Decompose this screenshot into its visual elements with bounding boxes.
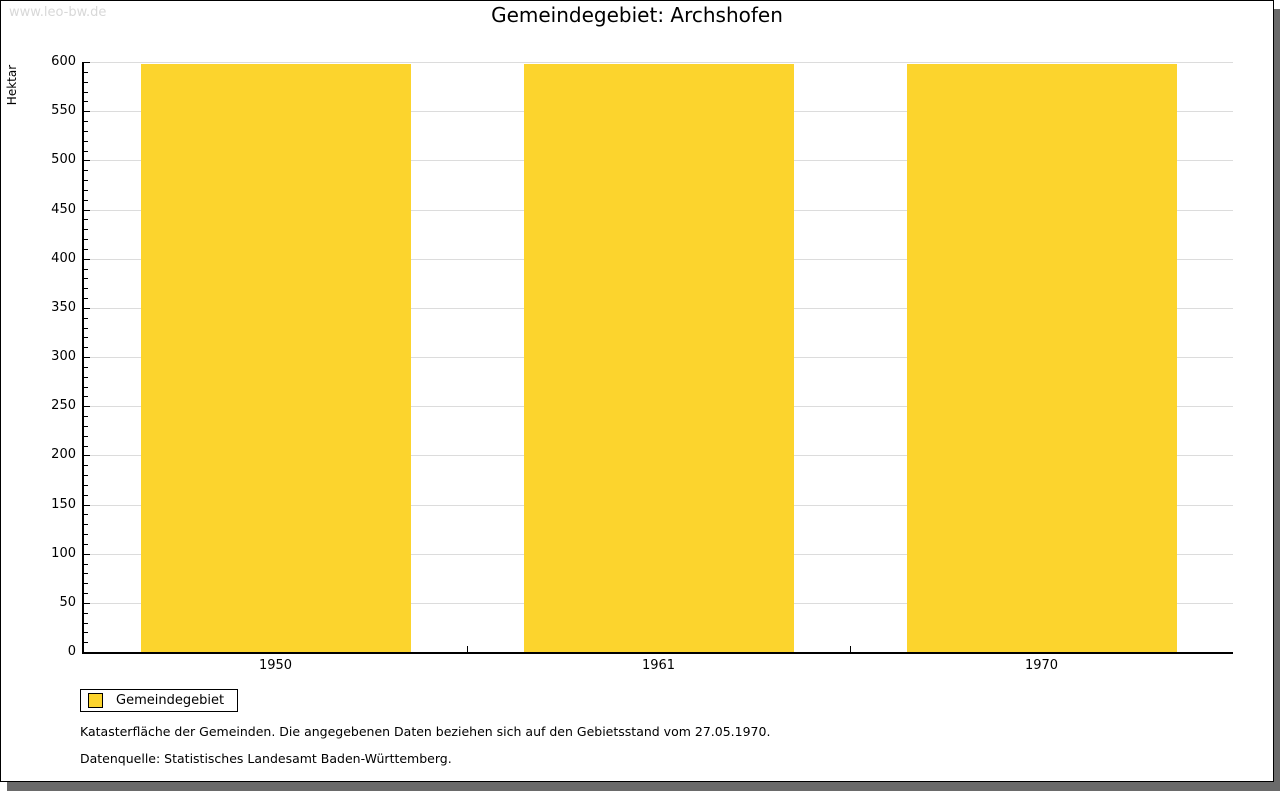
y-minor-tick	[84, 485, 88, 486]
y-minor-tick	[84, 593, 88, 594]
y-minor-tick	[84, 72, 88, 73]
y-major-tick	[84, 259, 90, 260]
x-axis-label: 1961	[641, 658, 676, 673]
y-tick-label: 500	[51, 152, 76, 167]
bar	[907, 64, 1177, 652]
y-minor-tick	[84, 514, 88, 515]
watermark: www.leo-bw.de	[9, 5, 107, 20]
y-major-tick	[84, 210, 90, 211]
y-tick-label: 350	[51, 300, 76, 315]
footnote-data-source: Datenquelle: Statistisches Landesamt Bad…	[80, 751, 452, 766]
y-minor-tick	[84, 475, 88, 476]
y-minor-tick	[84, 229, 88, 230]
y-minor-tick	[84, 337, 88, 338]
y-minor-tick	[84, 583, 88, 584]
y-minor-tick	[84, 377, 88, 378]
y-minor-tick	[84, 82, 88, 83]
y-axis-title: Hektar	[5, 64, 19, 106]
y-minor-tick	[84, 524, 88, 525]
y-minor-tick	[84, 632, 88, 633]
y-minor-tick	[84, 288, 88, 289]
y-major-tick	[84, 603, 90, 604]
y-minor-tick	[84, 318, 88, 319]
y-tick-label: 250	[51, 398, 76, 413]
y-minor-tick	[84, 416, 88, 417]
y-minor-tick	[84, 92, 88, 93]
y-minor-tick	[84, 249, 88, 250]
y-tick-label: 600	[51, 54, 76, 69]
y-minor-tick	[84, 190, 88, 191]
y-minor-tick	[84, 347, 88, 348]
y-major-tick	[84, 505, 90, 506]
y-tick-label: 450	[51, 202, 76, 217]
y-major-tick	[84, 160, 90, 161]
y-minor-tick	[84, 239, 88, 240]
y-tick-label: 550	[51, 103, 76, 118]
y-minor-tick	[84, 426, 88, 427]
y-minor-tick	[84, 219, 88, 220]
y-major-tick	[84, 357, 90, 358]
y-tick-label: 100	[51, 546, 76, 561]
y-minor-tick	[84, 446, 88, 447]
y-tick-label: 200	[51, 447, 76, 462]
y-minor-tick	[84, 141, 88, 142]
bar	[524, 64, 794, 652]
y-minor-tick	[84, 131, 88, 132]
y-minor-tick	[84, 180, 88, 181]
y-minor-tick	[84, 623, 88, 624]
y-minor-tick	[84, 328, 88, 329]
y-major-tick	[84, 406, 90, 407]
y-minor-tick	[84, 387, 88, 388]
y-minor-tick	[84, 396, 88, 397]
y-minor-tick	[84, 544, 88, 545]
y-major-tick	[84, 62, 90, 63]
x-axis-label: 1970	[1024, 658, 1059, 673]
y-minor-tick	[84, 101, 88, 102]
y-tick-label: 150	[51, 497, 76, 512]
y-minor-tick	[84, 200, 88, 201]
y-tick-label: 400	[51, 251, 76, 266]
x-boundary-tick	[850, 646, 851, 652]
y-major-tick	[84, 652, 90, 653]
y-minor-tick	[84, 269, 88, 270]
y-gridline	[84, 62, 1233, 63]
plot-area: 0 50 100 150 200 250 300 350 400 450 500 550 600 1950…	[51, 55, 1233, 673]
y-tick-label: 0	[67, 644, 76, 659]
y-major-tick	[84, 455, 90, 456]
legend: Gemeindegebiet	[80, 689, 239, 712]
y-major-tick	[84, 554, 90, 555]
x-boundary-tick	[467, 646, 468, 652]
y-minor-tick	[84, 564, 88, 565]
y-minor-tick	[84, 121, 88, 122]
y-major-tick	[84, 111, 90, 112]
footnote-source-note: Katasterfläche der Gemeinden. Die angege…	[80, 724, 771, 739]
y-minor-tick	[84, 436, 88, 437]
y-tick-label: 50	[59, 595, 76, 610]
y-minor-tick	[84, 367, 88, 368]
y-minor-tick	[84, 465, 88, 466]
y-major-tick	[84, 308, 90, 309]
x-axis-label: 1950	[258, 658, 293, 673]
legend-label: Gemeindegebiet	[116, 692, 225, 708]
y-minor-tick	[84, 495, 88, 496]
y-minor-tick	[84, 151, 88, 152]
bar	[141, 64, 411, 652]
y-minor-tick	[84, 278, 88, 279]
y-minor-tick	[84, 534, 88, 535]
legend-swatch-icon	[88, 693, 103, 708]
y-minor-tick	[84, 573, 88, 574]
y-minor-tick	[84, 642, 88, 643]
chart-title: Gemeindegebiet: Archshofen	[491, 3, 783, 27]
y-minor-tick	[84, 170, 88, 171]
y-minor-tick	[84, 613, 88, 614]
y-minor-tick	[84, 298, 88, 299]
y-tick-label: 300	[51, 349, 76, 364]
